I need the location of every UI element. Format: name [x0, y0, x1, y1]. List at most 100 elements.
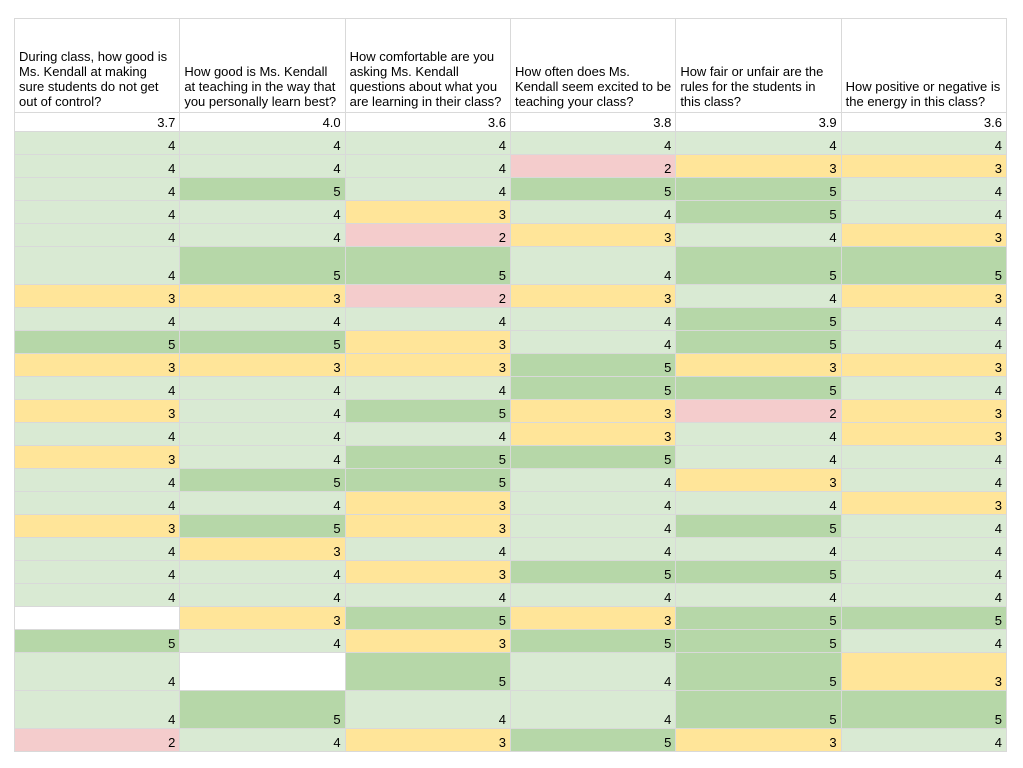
data-cell: 4: [344, 537, 511, 561]
data-cell: 4: [840, 468, 1008, 492]
data-cell: 4: [13, 583, 181, 607]
data-cell: 5: [13, 629, 181, 653]
data-cell: 4: [840, 307, 1008, 331]
data-cell: 4: [675, 422, 842, 446]
data-cell: 3: [840, 422, 1008, 446]
data-cell: 4: [179, 422, 346, 446]
data-cell: 4: [509, 246, 677, 285]
data-cell: 4: [840, 537, 1008, 561]
data-cell: 3: [13, 514, 181, 538]
data-cell: 4: [179, 200, 346, 224]
data-cell: 5: [344, 399, 511, 423]
data-cell: 4: [179, 399, 346, 423]
data-cell: 5: [509, 728, 677, 752]
data-cell: 3: [509, 284, 677, 308]
data-cell: 5: [675, 246, 842, 285]
data-cell: 5: [344, 606, 511, 630]
data-cell: 3: [509, 606, 677, 630]
data-cell: 3: [509, 223, 677, 247]
data-cell: 5: [675, 690, 842, 729]
average-cell: 3.6: [840, 112, 1008, 132]
data-cell: 4: [344, 422, 511, 446]
data-cell: 4: [13, 468, 181, 492]
data-cell: 5: [675, 177, 842, 201]
data-cell: 4: [344, 690, 511, 729]
data-cell: 2: [509, 154, 677, 178]
data-cell: 4: [13, 200, 181, 224]
data-cell: 4: [179, 307, 346, 331]
data-cell: 3: [179, 537, 346, 561]
data-cell: 2: [675, 399, 842, 423]
data-cell: 4: [179, 560, 346, 584]
data-cell: 4: [840, 177, 1008, 201]
average-row: 3.7 4.0 3.6 3.8 3.9 3.6: [13, 112, 1008, 132]
data-cell: 3: [509, 422, 677, 446]
data-cell: 4: [344, 307, 511, 331]
data-cell: 4: [509, 468, 677, 492]
average-cell: 3.6: [344, 112, 511, 132]
data-cell: 4: [13, 491, 181, 515]
data-cell: [179, 652, 346, 691]
data-cell: 4: [13, 131, 181, 155]
data-cell: 4: [13, 177, 181, 201]
data-cell: 5: [840, 606, 1008, 630]
average-cell: 3.8: [509, 112, 677, 132]
data-cell: 4: [13, 154, 181, 178]
data-cell: 2: [344, 284, 511, 308]
data-cell: 5: [344, 445, 511, 469]
data-cell: 3: [344, 200, 511, 224]
data-cell: 5: [840, 690, 1008, 729]
data-cell: 5: [675, 606, 842, 630]
data-cell: 2: [13, 728, 181, 752]
data-cell: 4: [179, 154, 346, 178]
data-cell: 4: [509, 307, 677, 331]
data-cell: 4: [840, 583, 1008, 607]
average-cell: 4.0: [179, 112, 346, 132]
data-cell: 4: [840, 200, 1008, 224]
data-cell: 3: [179, 353, 346, 377]
data-cell: 5: [840, 246, 1008, 285]
data-cell: 4: [840, 629, 1008, 653]
data-cell: 4: [675, 131, 842, 155]
data-cell: 5: [179, 514, 346, 538]
data-cell: 5: [675, 514, 842, 538]
data-cell: 4: [840, 330, 1008, 354]
data-cell: 3: [509, 399, 677, 423]
data-cell: 3: [840, 353, 1008, 377]
data-cell: 4: [13, 246, 181, 285]
data-cell: 5: [509, 560, 677, 584]
data-cell: 4: [840, 728, 1008, 752]
data-cell: 4: [840, 514, 1008, 538]
data-cell: 4: [675, 537, 842, 561]
data-cell: 3: [840, 399, 1008, 423]
data-cell: 4: [509, 200, 677, 224]
spreadsheet-table: During class, how good is Ms. Kendall at…: [13, 18, 1008, 752]
data-cell: 3: [344, 514, 511, 538]
data-cell: 5: [675, 629, 842, 653]
data-cell: 3: [675, 353, 842, 377]
data-cell: 4: [13, 422, 181, 446]
data-cell: 5: [179, 330, 346, 354]
data-cell: 4: [344, 583, 511, 607]
data-cell: 4: [13, 307, 181, 331]
data-cell: 3: [344, 629, 511, 653]
data-cell: 3: [840, 491, 1008, 515]
data-cell: 4: [509, 583, 677, 607]
column-header: During class, how good is Ms. Kendall at…: [13, 18, 181, 113]
